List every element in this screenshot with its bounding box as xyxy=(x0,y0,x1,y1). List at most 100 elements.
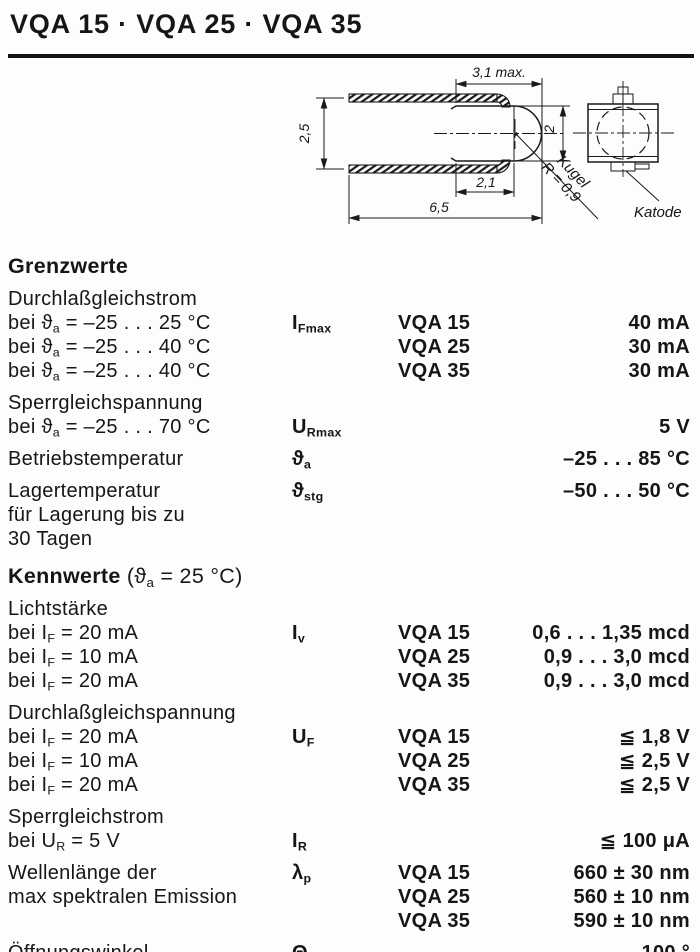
param-desc: bei IF = 20 mA xyxy=(8,670,139,694)
param-value: ≦ 1,8 V xyxy=(618,726,690,748)
param-symbol: IFmax xyxy=(292,312,332,336)
param-value xyxy=(524,287,690,311)
spec-row: bei ϑa = –25 . . . 40 °C VQA 35 30 mA xyxy=(0,359,700,383)
param-type: VQA 15 xyxy=(398,862,471,884)
spec-row: bei UR = 5 V IR ≦ 100 μA xyxy=(0,829,700,853)
param-value xyxy=(524,701,690,725)
param-type xyxy=(398,415,524,439)
param-symbol xyxy=(292,359,398,383)
param-desc: bei IF = 20 mA xyxy=(8,774,139,798)
spec-row: für Lagerung bis zu xyxy=(0,503,700,527)
param-desc: für Lagerung bis zu xyxy=(8,504,185,526)
spec-section: Grenzwerte Durchlaßgleichstrom bei ϑa = … xyxy=(0,253,700,551)
spec-row: bei ϑa = –25 . . . 25 °C IFmax VQA 15 40… xyxy=(0,311,700,335)
param-value: 100 ° xyxy=(524,941,690,952)
anode-tab xyxy=(612,86,634,105)
param-symbol: UF xyxy=(292,726,315,750)
param-symbol: ϑstg xyxy=(292,480,324,504)
param-desc: bei ϑa = –25 . . . 70 °C xyxy=(8,416,211,440)
param-value xyxy=(524,805,690,829)
param-value: 30 mA xyxy=(628,336,690,358)
cathode-tab xyxy=(610,161,650,172)
led-end-view: Katode xyxy=(573,81,682,221)
page-title: VQA 15 · VQA 25 · VQA 35 xyxy=(10,9,363,39)
spec-row: max spektralen Emission VQA 25 560 ± 10 … xyxy=(0,885,700,909)
param-desc: bei IF = 10 mA xyxy=(8,750,139,774)
spec-block: Öffnungswinkel Θe 100 ° xyxy=(0,941,700,952)
param-type xyxy=(398,527,524,551)
spec-row: Sperrgleichspannung xyxy=(0,391,700,415)
param-type: VQA 25 xyxy=(398,886,471,908)
param-symbol: λp xyxy=(292,862,312,886)
param-type xyxy=(398,479,524,503)
param-symbol xyxy=(292,749,398,773)
param-symbol xyxy=(292,391,398,415)
spec-row: Betriebstemperatur ϑa –25 . . . 85 °C xyxy=(0,447,700,471)
spec-block: Sperrgleichspannung bei ϑa = –25 . . . 7… xyxy=(0,391,700,439)
spec-row: Lichtstärke xyxy=(0,597,700,621)
spec-row: 30 Tagen xyxy=(0,527,700,551)
param-desc: Öffnungswinkel xyxy=(8,941,292,952)
param-symbol xyxy=(292,909,398,933)
dim-lead-spacing-label: 2,5 xyxy=(296,124,312,145)
param-desc: bei ϑa = –25 . . . 25 °C xyxy=(8,312,211,336)
param-type: VQA 35 xyxy=(398,360,471,382)
param-desc: Durchlaßgleichstrom xyxy=(8,288,198,310)
cathode-label: Katode xyxy=(634,204,682,221)
param-desc: Sperrgleichspannung xyxy=(8,392,203,414)
spec-block: Durchlaßgleichstrom bei ϑa = –25 . . . 2… xyxy=(0,287,700,383)
spec-block: Lichtstärke bei IF = 20 mA Iv VQA 15 0,6… xyxy=(0,597,700,693)
param-desc: bei ϑa = –25 . . . 40 °C xyxy=(8,336,211,360)
spec-block: Sperrgleichstrom bei UR = 5 V IR ≦ 100 μ… xyxy=(0,805,700,853)
param-desc: bei UR = 5 V xyxy=(8,830,121,854)
package-drawing: 3,1 max. 2,5 2 xyxy=(296,61,698,241)
param-desc xyxy=(8,909,292,933)
section-heading-main: Kennwerte xyxy=(8,564,121,588)
spec-row: bei ϑa = –25 . . . 40 °C VQA 25 30 mA xyxy=(0,335,700,359)
spec-row: Durchlaßgleichspannung xyxy=(0,701,700,725)
dimension-lead-spacing: 2,5 xyxy=(296,97,344,170)
param-symbol xyxy=(292,287,398,311)
spec-section: Kennwerte (ϑa = 25 °C) Lichtstärke bei I… xyxy=(0,563,700,952)
param-value: 0,6 . . . 1,35 mcd xyxy=(532,622,690,644)
param-symbol xyxy=(292,335,398,359)
param-type xyxy=(398,597,524,621)
param-desc: bei IF = 10 mA xyxy=(8,646,139,670)
spec-block: Durchlaßgleichspannung bei IF = 20 mA UF… xyxy=(0,701,700,797)
param-type xyxy=(398,447,524,471)
section-heading-main: Grenzwerte xyxy=(8,254,129,278)
param-type: VQA 25 xyxy=(398,646,471,668)
param-symbol xyxy=(292,701,398,725)
spec-row: bei IF = 20 mA UF VQA 15 ≦ 1,8 V xyxy=(0,725,700,749)
param-value xyxy=(524,503,690,527)
section-heading: Kennwerte (ϑa = 25 °C) xyxy=(8,563,700,589)
dim-total-label: 6,5 xyxy=(429,199,449,215)
spec-row: Sperrgleichstrom xyxy=(0,805,700,829)
param-type: VQA 25 xyxy=(398,750,471,772)
spec-row: Öffnungswinkel Θe 100 ° xyxy=(0,941,700,952)
spec-row: bei IF = 10 mA VQA 25 0,9 . . . 3,0 mcd xyxy=(0,645,700,669)
param-desc: bei ϑa = –25 . . . 40 °C xyxy=(8,360,211,384)
spec-row: bei IF = 20 mA VQA 35 ≦ 2,5 V xyxy=(0,773,700,797)
param-symbol xyxy=(292,805,398,829)
param-type: VQA 15 xyxy=(398,726,471,748)
param-value: 5 V xyxy=(659,416,690,438)
param-type xyxy=(398,391,524,415)
param-value: 0,9 . . . 3,0 mcd xyxy=(543,670,690,692)
param-value: 40 mA xyxy=(628,312,690,334)
param-symbol xyxy=(292,503,398,527)
param-value: 560 ± 10 nm xyxy=(573,886,690,908)
param-symbol xyxy=(292,885,398,909)
param-type xyxy=(398,829,524,853)
dimension-width-max: 3,1 max. xyxy=(455,64,543,224)
spec-row: VQA 35 590 ± 10 nm xyxy=(0,909,700,933)
param-type: VQA 35 xyxy=(398,670,471,692)
param-symbol xyxy=(292,645,398,669)
param-symbol: IR xyxy=(292,830,308,854)
param-desc: Durchlaßgleichspannung xyxy=(8,702,236,724)
param-value: 30 mA xyxy=(628,360,690,382)
param-value: 590 ± 10 nm xyxy=(573,910,690,932)
section-blocks: Lichtstärke bei IF = 20 mA Iv VQA 15 0,6… xyxy=(0,597,700,952)
sphere-note: Kugel R = 0,9 xyxy=(514,132,599,220)
